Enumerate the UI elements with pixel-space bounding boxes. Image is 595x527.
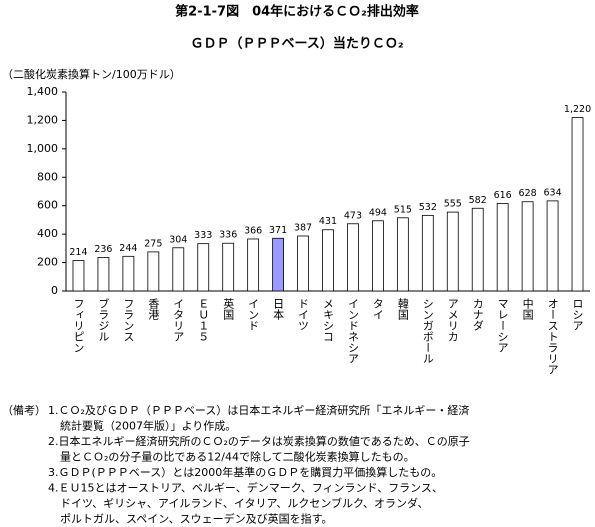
x-tick-label: インド	[247, 298, 260, 331]
note-line: ポルトガル、スペイン、スウェーデン及び英国を指す。	[60, 512, 332, 526]
x-tick-label: 韓国	[396, 298, 409, 321]
note-line: 統計要覧（2007年版）」より作成。	[60, 419, 236, 433]
y-tick-label: 1,400	[27, 85, 59, 98]
value-label: 616	[494, 190, 512, 201]
x-tick-label: インドネシア	[346, 298, 359, 364]
bar	[372, 220, 384, 292]
value-label: 515	[394, 204, 412, 215]
x-tick-label: ロシア	[571, 298, 584, 331]
x-tick-label: 英国	[222, 297, 235, 321]
value-label: 628	[519, 188, 537, 199]
chart-title: 第2-1-7図 04年におけるＣＯ₂排出効率	[175, 4, 419, 20]
bar	[471, 207, 484, 292]
bar	[446, 211, 459, 292]
x-tick-label: フィリピン	[72, 298, 85, 353]
note-line: 4.ＥＵ15とはオーストリア、ベルギー、デンマーク、フィンランド、フランス、	[48, 481, 443, 495]
x-tick-label: ドイツ	[297, 298, 310, 331]
bar	[197, 243, 210, 292]
x-tick-label: 香港	[147, 298, 160, 320]
bar	[322, 229, 334, 292]
bar	[247, 238, 260, 292]
bar	[72, 260, 85, 292]
value-label: 494	[369, 207, 387, 218]
value-label: 371	[269, 225, 287, 236]
bar	[97, 257, 110, 292]
notes-label: （備考）	[2, 404, 46, 417]
note-line: 3.ＧＤＰ(ＰＰＰベース）とは2000年基準のＧＤＰを購買力平価換算したもの。	[48, 465, 442, 479]
value-label: 275	[144, 238, 162, 249]
value-label: 304	[169, 234, 187, 245]
y-tick-label: 200	[37, 256, 58, 269]
bar	[396, 217, 409, 292]
bar	[496, 203, 509, 292]
x-tick-label: カナダ	[471, 298, 484, 331]
y-tick-label: 800	[37, 170, 58, 183]
value-label: 634	[544, 187, 562, 198]
value-label: 366	[244, 225, 262, 236]
y-tick-label: 0	[51, 284, 58, 297]
note-line: 2.日本エネルギー経済研究所のＣＯ₂のデータは炭素換算の数値であるため、Ｃの原子	[48, 434, 470, 448]
bar	[172, 247, 185, 292]
value-label: 214	[69, 247, 87, 258]
bar	[521, 201, 534, 292]
y-tick-label: 600	[37, 199, 58, 212]
value-label: 532	[419, 202, 437, 213]
bar	[122, 255, 135, 292]
y-tick-label: 1,200	[27, 113, 59, 126]
value-label: 473	[344, 210, 362, 221]
y-axis-label: （二酸化炭素換算トン/100万ドル）	[2, 67, 181, 81]
bar	[147, 251, 160, 292]
x-tick-label: 中国	[521, 298, 534, 321]
x-tick-label: シンガポール	[421, 298, 434, 364]
value-label: 333	[194, 230, 212, 241]
bar	[272, 237, 284, 292]
value-label: 387	[294, 222, 312, 233]
note-line: 量とＣＯ₂の分子量の比である12/44で除して二酸化炭素換算したもの。	[60, 450, 415, 464]
bar	[421, 214, 434, 292]
bar	[546, 200, 559, 292]
y-tick-label: 1,000	[27, 142, 59, 155]
x-tick-label: オーストラリア	[546, 298, 559, 375]
x-tick-label: フランス	[122, 298, 135, 342]
chart-subtitle: ＧＤＰ（ＰＰＰベース）当たりＣＯ₂	[190, 36, 403, 52]
bar	[297, 235, 309, 292]
value-label: 236	[94, 244, 112, 255]
bar	[571, 117, 584, 292]
y-tick-label: 400	[37, 227, 58, 240]
value-label: 336	[219, 230, 237, 241]
x-tick-label: ＥＵ１５	[197, 298, 210, 342]
x-tick-label: イタリア	[172, 298, 185, 342]
value-label: 244	[119, 243, 137, 254]
value-label: 431	[319, 216, 337, 227]
x-tick-label: タイ	[371, 298, 384, 320]
x-tick-label: アメリカ	[446, 298, 459, 342]
x-tick-label: メキシコ	[322, 298, 335, 342]
value-label: 582	[469, 195, 487, 206]
value-label: 1,220	[564, 104, 591, 115]
note-line: ドイツ、ギリシャ、アイルランド、イタリア、ルクセンブルク、オランダ、	[60, 496, 429, 510]
x-tick-label: ブラジル	[97, 297, 110, 342]
x-tick-label: マレーシア	[496, 298, 509, 353]
bar	[222, 242, 235, 292]
value-label: 555	[444, 199, 462, 210]
x-tick-label: 日本	[272, 298, 285, 321]
note-line: 1.ＣＯ₂及びＧＤＰ（ＰＰＰベース）は日本エネルギー経済研究所「エネルギー・経済	[48, 403, 469, 417]
bar	[347, 223, 359, 292]
